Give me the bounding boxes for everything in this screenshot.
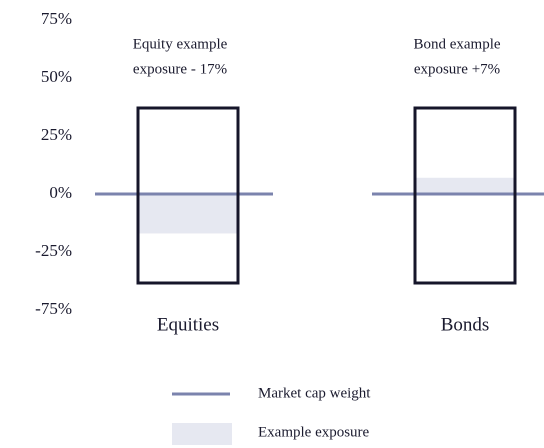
box-frame <box>413 106 517 285</box>
annotation: Equity example <box>133 36 228 52</box>
box-frame <box>136 106 240 285</box>
y-tick-label: 25% <box>41 125 72 144</box>
legend-swatch <box>172 423 232 445</box>
y-tick-label: 75% <box>41 9 72 28</box>
annotation: exposure - 17% <box>133 61 227 77</box>
exposure-bar <box>138 194 238 234</box>
y-tick-label: 0% <box>49 183 72 202</box>
exposure-bar <box>415 177 515 194</box>
legend-label: Example exposure <box>258 424 370 440</box>
category-label: Equities <box>157 314 219 335</box>
y-tick-label: 50% <box>41 67 72 86</box>
y-tick-label: -75% <box>35 299 72 318</box>
category-label: Bonds <box>441 314 490 335</box>
annotation: Bond example <box>413 36 500 52</box>
legend-label: Market cap weight <box>258 385 371 401</box>
y-tick-label: -25% <box>35 241 72 260</box>
annotation: exposure +7% <box>414 61 500 77</box>
